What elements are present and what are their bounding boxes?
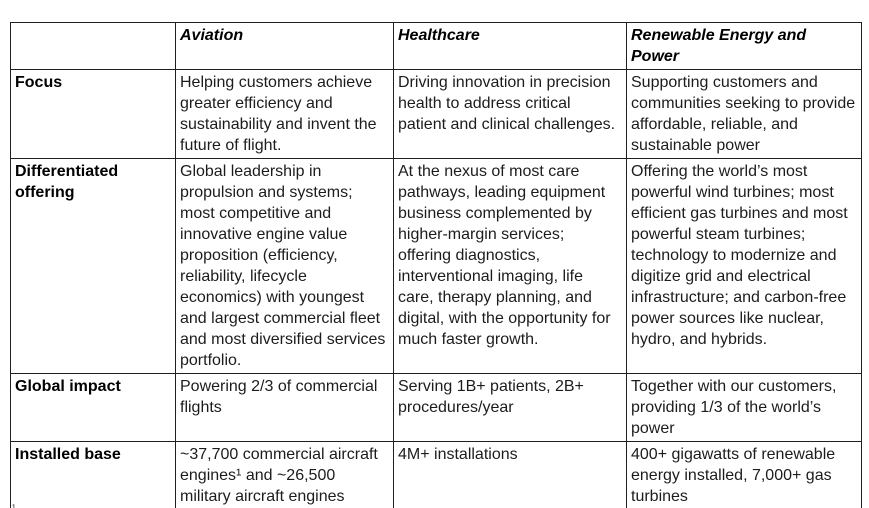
- column-header-renewable-energy: Renewable Energy and Power: [626, 22, 862, 70]
- cell-installed-base-renewable: 400+ gigawatts of renewable energy insta…: [626, 441, 862, 508]
- cell-differentiated-healthcare: At the nexus of most care pathways, lead…: [393, 158, 627, 374]
- cell-differentiated-aviation: Global leadership in propulsion and syst…: [175, 158, 394, 374]
- business-segments-table: Aviation Healthcare Renewable Energy and…: [10, 22, 862, 508]
- row-header-global-impact: Global impact: [10, 373, 176, 442]
- column-header-healthcare-label: Healthcare: [398, 27, 480, 44]
- column-header-renewable-energy-label: Renewable Energy and Power: [631, 27, 807, 65]
- column-header-aviation: Aviation: [175, 22, 394, 70]
- cell-global-impact-healthcare: Serving 1B+ patients, 2B+ procedures/yea…: [393, 373, 627, 442]
- row-header-focus: Focus: [10, 69, 176, 159]
- cell-global-impact-renewable: Together with our customers, providing 1…: [626, 373, 862, 442]
- header-row: Aviation Healthcare Renewable Energy and…: [10, 22, 862, 70]
- table-row-differentiated-offering: Differentiated offering Global leadershi…: [10, 158, 862, 374]
- cell-global-impact-aviation: Powering 2/3 of commercial flights: [175, 373, 394, 442]
- row-header-differentiated-offering: Differentiated offering: [10, 158, 176, 374]
- cell-focus-renewable: Supporting customers and communities see…: [626, 69, 862, 159]
- column-header-aviation-label: Aviation: [180, 27, 244, 44]
- cell-differentiated-renewable: Offering the world’s most powerful wind …: [626, 158, 862, 374]
- cell-installed-base-healthcare: 4M+ installations: [393, 441, 627, 508]
- table-row-installed-base: Installed base ~37,700 commercial aircra…: [10, 441, 862, 508]
- table-row-focus: Focus Helping customers achieve greater …: [10, 69, 862, 159]
- cell-installed-base-aviation: ~37,700 commercial aircraft engines¹ and…: [175, 441, 394, 508]
- cell-focus-healthcare: Driving innovation in precision health t…: [393, 69, 627, 159]
- footnote-marker: ¹: [12, 503, 16, 508]
- row-header-installed-base: Installed base: [10, 441, 176, 508]
- table-row-global-impact: Global impact Powering 2/3 of commercial…: [10, 373, 862, 442]
- column-header-empty: [10, 22, 176, 70]
- column-header-healthcare: Healthcare: [393, 22, 627, 70]
- cell-focus-aviation: Helping customers achieve greater effici…: [175, 69, 394, 159]
